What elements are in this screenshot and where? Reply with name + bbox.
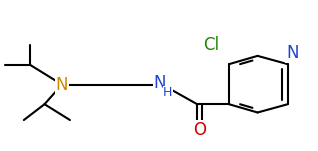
- Text: Cl: Cl: [204, 36, 219, 54]
- Text: O: O: [193, 121, 206, 139]
- Text: H: H: [163, 86, 173, 99]
- Text: N: N: [286, 44, 299, 62]
- Text: N: N: [56, 76, 68, 94]
- Text: N: N: [153, 74, 166, 92]
